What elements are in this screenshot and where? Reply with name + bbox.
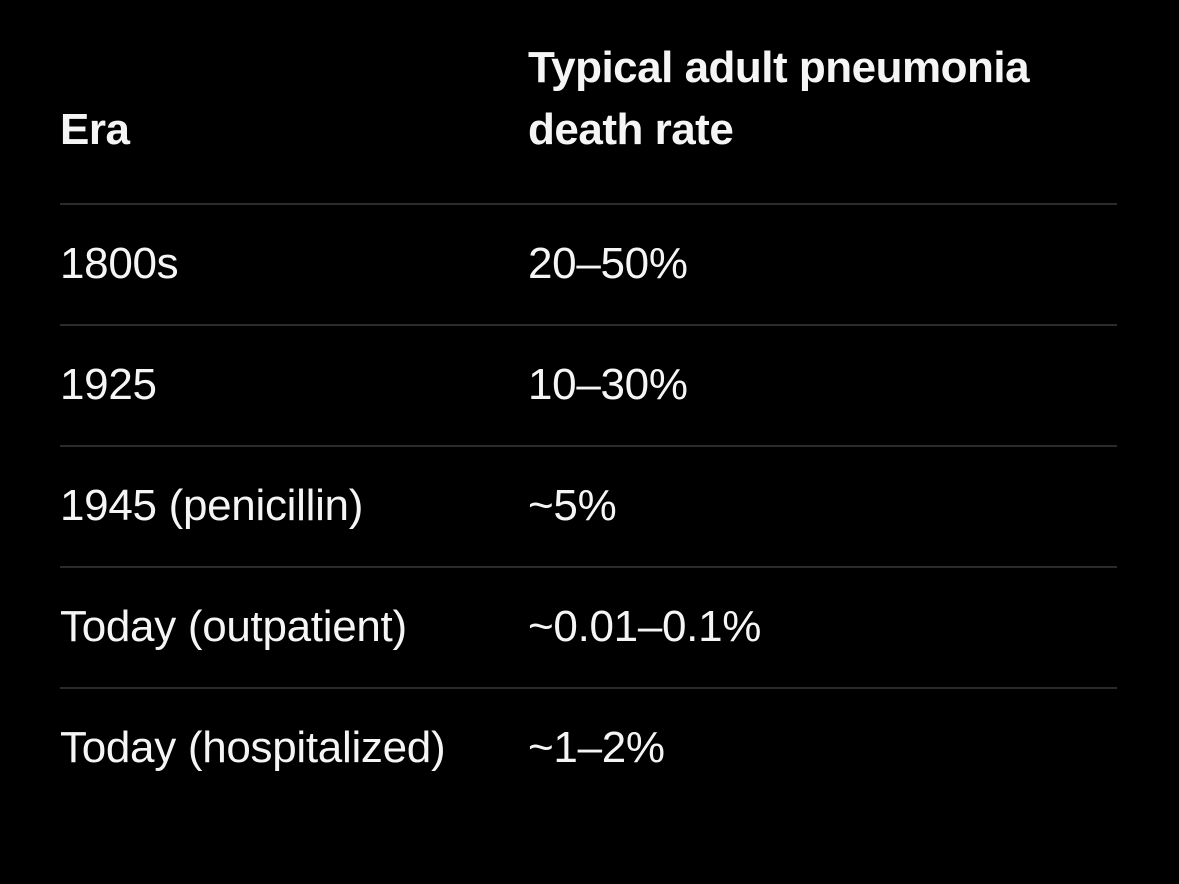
column-header-death-rate: Typical adult pneumonia death rate	[528, 43, 1030, 154]
era-cell: Today (outpatient)	[60, 602, 407, 652]
era-cell: 1800s	[60, 239, 179, 289]
era-cell: Today (hospitalized)	[60, 723, 446, 773]
table-row: 1800s 20–50%	[60, 203, 1117, 324]
table-row: Today (hospitalized) ~1–2%	[60, 687, 1117, 808]
table-row: Today (outpatient) ~0.01–0.1%	[60, 566, 1117, 687]
rate-cell: ~0.01–0.1%	[528, 602, 762, 652]
table-row: 1925 10–30%	[60, 324, 1117, 445]
rate-cell: ~5%	[528, 481, 617, 531]
rate-cell: 20–50%	[528, 239, 688, 289]
table-header-row: Era Typical adult pneumonia death rate	[60, 0, 1117, 203]
pneumonia-death-rate-table: Era Typical adult pneumonia death rate 1…	[60, 0, 1117, 808]
era-cell: 1945 (penicillin)	[60, 481, 364, 531]
era-cell: 1925	[60, 360, 157, 410]
table-row: 1945 (penicillin) ~5%	[60, 445, 1117, 566]
column-header-era: Era	[60, 105, 130, 154]
rate-cell: 10–30%	[528, 360, 688, 410]
rate-cell: ~1–2%	[528, 723, 665, 773]
